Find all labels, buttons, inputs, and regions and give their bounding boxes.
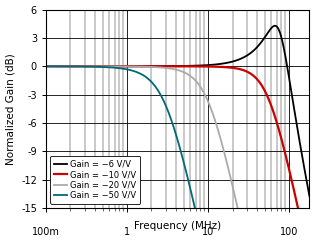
Gain = −50 V/V [74,65,78,68]
Gain = −6 V/V [302,167,306,170]
Text: 1: 1 [124,227,130,237]
Gain = −50 V/V [145,76,149,79]
Y-axis label: Normalized Gain (dB): Normalized Gain (dB) [6,53,15,165]
Gain = −6 V/V [274,25,278,27]
Line: Gain = −10 V/V: Gain = −10 V/V [46,66,309,243]
Text: 100m: 100m [32,227,60,237]
Text: 100: 100 [280,227,298,237]
Gain = −10 V/V [302,235,306,238]
Gain = −20 V/V [157,66,160,69]
Gain = −6 V/V [145,65,149,68]
Gain = −50 V/V [157,90,160,93]
Gain = −20 V/V [145,65,149,68]
X-axis label: Frequency (MHz): Frequency (MHz) [134,221,221,231]
Gain = −6 V/V [74,65,78,68]
Line: Gain = −20 V/V: Gain = −20 V/V [46,66,309,243]
Gain = −10 V/V [74,65,78,68]
Gain = −20 V/V [44,65,48,68]
Gain = −6 V/V [44,65,48,68]
Gain = −6 V/V [273,24,277,27]
Line: Gain = −50 V/V: Gain = −50 V/V [46,66,309,243]
Gain = −10 V/V [90,65,94,68]
Gain = −20 V/V [90,65,94,68]
Gain = −50 V/V [44,65,48,68]
Gain = −50 V/V [90,65,94,68]
Gain = −10 V/V [44,65,48,68]
Line: Gain = −6 V/V: Gain = −6 V/V [46,26,309,196]
Gain = −6 V/V [90,65,94,68]
Gain = −10 V/V [145,65,149,68]
Gain = −20 V/V [74,65,78,68]
Legend: Gain = −6 V/V, Gain = −10 V/V, Gain = −20 V/V, Gain = −50 V/V: Gain = −6 V/V, Gain = −10 V/V, Gain = −2… [50,156,140,204]
Text: 10: 10 [202,227,214,237]
Gain = −6 V/V [157,65,160,68]
Gain = −6 V/V [307,195,311,198]
Gain = −10 V/V [274,118,278,121]
Gain = −10 V/V [157,65,160,68]
